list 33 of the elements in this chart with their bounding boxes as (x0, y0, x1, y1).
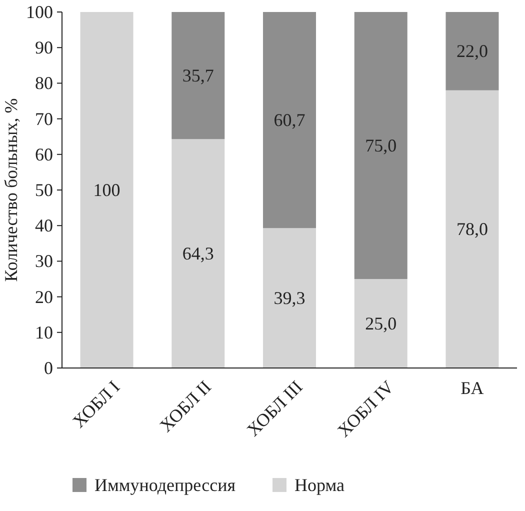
y-tick-label: 30 (35, 251, 53, 272)
data-label: 22,0 (456, 41, 488, 62)
y-tick-label: 70 (35, 108, 53, 129)
y-axis-title: Количество больных, % (1, 98, 21, 282)
bar (354, 279, 408, 368)
y-tick-label: 90 (35, 38, 53, 58)
bar (446, 12, 499, 90)
bar (446, 90, 499, 368)
data-label: 25,0 (365, 314, 397, 334)
bar (80, 12, 134, 368)
bar (263, 12, 316, 228)
data-label: 35,7 (182, 66, 214, 86)
data-label: 60,7 (274, 110, 306, 130)
y-tick-label: 20 (35, 286, 53, 307)
y-tick-label: 100 (26, 2, 53, 22)
legend-label: Иммунодепрессия (94, 475, 236, 495)
y-tick-label: 10 (35, 322, 53, 342)
x-tick-label: БА (460, 378, 484, 398)
legend-label: Норма (294, 475, 344, 495)
y-tick-label: 80 (35, 73, 53, 94)
data-label: 78,0 (456, 219, 488, 240)
y-tick-label: 60 (35, 144, 53, 164)
data-label: 100 (93, 180, 120, 200)
data-label: 64,3 (182, 244, 214, 264)
bar (172, 12, 225, 140)
data-label: 39,3 (274, 288, 306, 308)
bar (354, 12, 408, 279)
bar (263, 228, 316, 368)
y-tick-label: 50 (35, 180, 53, 200)
y-tick-label: 40 (35, 216, 53, 236)
y-tick-label: 0 (44, 358, 53, 378)
data-label: 75,0 (365, 136, 397, 156)
bar (172, 139, 225, 368)
